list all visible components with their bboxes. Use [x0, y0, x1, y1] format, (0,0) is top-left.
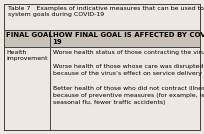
Text: Table 7   Examples of indicative measures that can be used to assess the attainm: Table 7 Examples of indicative measures …	[8, 6, 204, 17]
Text: HOW FINAL GOAL IS AFFECTED BY COVID-
19: HOW FINAL GOAL IS AFFECTED BY COVID- 19	[53, 32, 204, 45]
Text: FINAL GOAL: FINAL GOAL	[7, 32, 53, 38]
Bar	[4, 29, 200, 47]
Text: Worse health status of those contracting the virus

Worse health of those whose : Worse health status of those contracting…	[53, 49, 204, 105]
Text: Health
improvement: Health improvement	[7, 49, 48, 61]
